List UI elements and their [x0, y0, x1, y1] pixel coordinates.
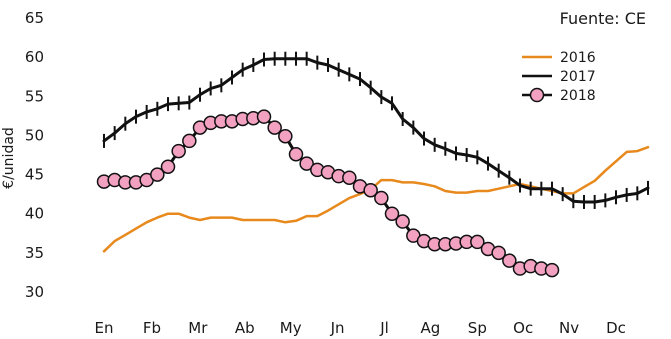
series-2017	[102, 51, 650, 209]
point-2018	[278, 128, 293, 144]
y-tick-label: 45	[25, 166, 44, 184]
point-2018	[491, 245, 506, 261]
source-note: Fuente: CE	[560, 9, 646, 28]
legend-item-2018: 2018	[522, 87, 596, 104]
y-tick-label: 40	[25, 205, 44, 223]
x-tick-label: Nv	[559, 319, 579, 337]
point-2018	[395, 214, 410, 229]
y-axis: 30 35 40 45 50 55 60 65	[25, 9, 44, 301]
point-2018	[288, 146, 304, 162]
x-tick-label: Mr	[188, 319, 208, 337]
x-tick-label: En	[95, 319, 114, 337]
point-2018	[374, 190, 389, 206]
x-tick-label: Fb	[143, 319, 161, 337]
point-2018	[182, 133, 197, 149]
x-tick-label: Jl	[379, 319, 389, 337]
series-line-2017	[102, 57, 650, 204]
legend: 2016 2017 2018	[522, 50, 596, 104]
x-tick-label: Dc	[606, 319, 626, 337]
point-2018	[384, 206, 400, 221]
point-2018	[150, 167, 165, 182]
legend-item-2016: 2016	[522, 50, 596, 66]
y-tick-label: 65	[25, 9, 44, 27]
legend-item-2017: 2017	[522, 69, 596, 85]
y-axis-title: €/unidad	[1, 127, 17, 189]
legend-marker	[529, 87, 545, 103]
x-tick-label: My	[280, 319, 302, 337]
x-tick-label: Ag	[421, 319, 441, 337]
series-2018	[96, 109, 560, 278]
y-tick-label: 55	[25, 87, 44, 105]
legend-label: 2016	[560, 50, 596, 66]
legend-label: 2017	[560, 69, 596, 85]
point-2018	[544, 262, 560, 278]
point-2018	[267, 120, 282, 135]
point-2018	[171, 143, 186, 159]
point-2018	[160, 159, 176, 174]
y-tick-label: 35	[25, 244, 44, 262]
point-2018	[363, 182, 378, 198]
point-2018	[342, 170, 357, 185]
y-tick-label: 60	[25, 48, 44, 66]
x-axis: En Fb Mr Ab My Jn Jl Ag Sp Oc Nv Dc	[95, 319, 626, 337]
x-tick-label: Sp	[468, 319, 487, 337]
point-2018	[299, 156, 314, 171]
y-tick-label: 30	[25, 283, 44, 301]
point-2018	[470, 234, 485, 250]
x-tick-label: Oc	[513, 319, 533, 337]
x-tick-label: Ab	[235, 319, 255, 337]
point-2018	[502, 253, 517, 268]
legend-label: 2018	[560, 88, 596, 104]
point-2018	[256, 109, 272, 124]
plot-area	[96, 51, 650, 278]
y-tick-label: 50	[25, 126, 44, 144]
x-tick-label: Jn	[330, 319, 345, 337]
